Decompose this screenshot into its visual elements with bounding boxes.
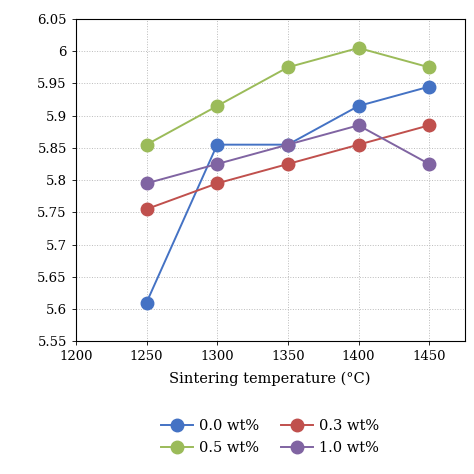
0.5 wt% — [426, 64, 432, 70]
0.3 wt% — [356, 142, 361, 147]
1.0 wt% — [214, 161, 220, 167]
0.0 wt% — [214, 142, 220, 147]
0.0 wt% — [426, 84, 432, 90]
0.5 wt% — [214, 103, 220, 109]
0.5 wt% — [356, 45, 361, 51]
1.0 wt% — [144, 181, 149, 186]
0.3 wt% — [426, 122, 432, 128]
0.0 wt% — [285, 142, 291, 147]
Line: 1.0 wt%: 1.0 wt% — [140, 119, 436, 190]
0.5 wt% — [144, 142, 149, 147]
0.5 wt% — [285, 64, 291, 70]
Line: 0.3 wt%: 0.3 wt% — [140, 119, 436, 215]
X-axis label: Sintering temperature (°C): Sintering temperature (°C) — [169, 372, 371, 386]
Line: 0.5 wt%: 0.5 wt% — [140, 42, 436, 151]
1.0 wt% — [285, 142, 291, 147]
0.3 wt% — [214, 181, 220, 186]
Line: 0.0 wt%: 0.0 wt% — [140, 81, 436, 309]
0.3 wt% — [285, 161, 291, 167]
0.0 wt% — [356, 103, 361, 109]
Legend: 0.0 wt%, 0.5 wt%, 0.3 wt%, 1.0 wt%: 0.0 wt%, 0.5 wt%, 0.3 wt%, 1.0 wt% — [161, 419, 379, 455]
1.0 wt% — [356, 122, 361, 128]
0.0 wt% — [144, 300, 149, 305]
1.0 wt% — [426, 161, 432, 167]
0.3 wt% — [144, 206, 149, 212]
